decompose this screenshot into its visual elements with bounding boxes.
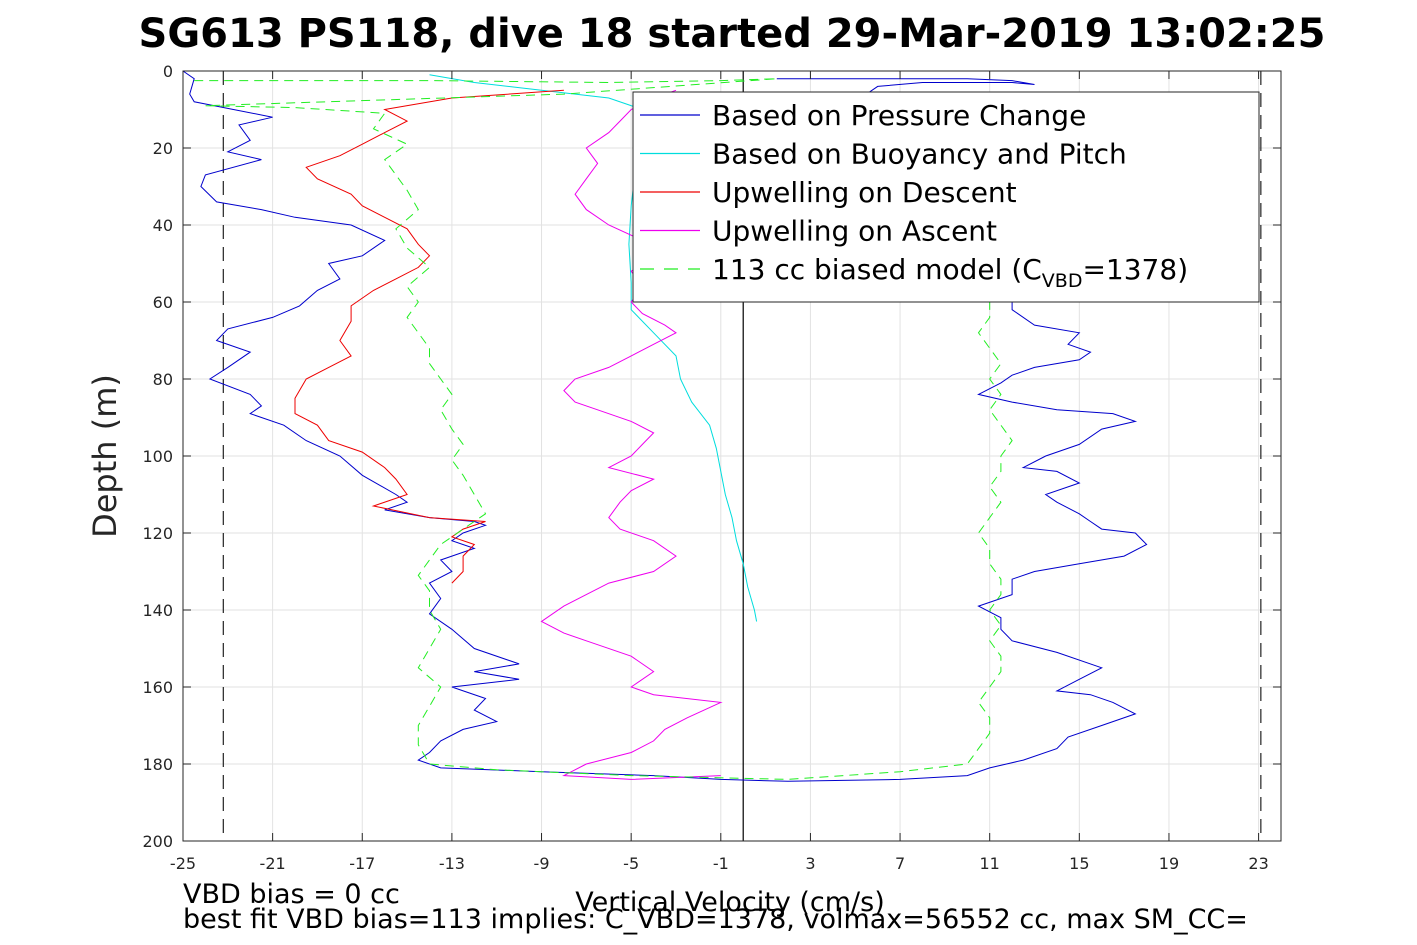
y-tick-label: 40 [153,216,173,235]
x-tick-label: -9 [534,854,550,873]
y-ticks: 0 20 40 60 80 100 120 140 160 180 200 [142,62,1281,851]
x-tick-label: 15 [1069,854,1089,873]
x-tick-label: -13 [439,854,465,873]
x-tick-label: -1 [713,854,729,873]
y-tick-label: 160 [142,678,173,697]
x-tick-label: -17 [349,854,375,873]
chart-title: SG613 PS118, dive 18 started 29-Mar-2019… [139,11,1326,57]
y-tick-label: 0 [163,62,173,81]
y-tick-label: 120 [142,524,173,543]
x-tick-label: 7 [895,854,905,873]
legend-label-2: Based on Buoyancy and Pitch [712,138,1127,171]
x-tick-label: 19 [1159,854,1179,873]
y-tick-label: 180 [142,755,173,774]
legend: Based on Pressure Change Based on Buoyanc… [632,91,1260,303]
footer-best-fit: best fit VBD bias=113 implies: C_VBD=137… [183,904,1248,935]
y-axis-label: Depth (m) [86,374,124,538]
series-line-4 [540,89,723,780]
legend-label-1: Based on Pressure Change [712,99,1086,132]
x-tick-label: 3 [805,854,815,873]
y-tick-label: 200 [142,832,173,851]
x-tick-label: 11 [980,854,1000,873]
y-tick-label: 100 [142,447,173,466]
x-tick-label: -5 [623,854,639,873]
y-tick-label: 80 [153,370,173,389]
series-line-3 [294,89,564,584]
legend-label-3: Upwelling on Descent [712,176,1017,209]
y-tick-label: 140 [142,601,173,620]
legend-label-4: Upwelling on Ascent [712,215,997,248]
series-line-5 [194,78,1013,780]
x-tick-label: -25 [170,854,196,873]
x-tick-label: 23 [1248,854,1268,873]
x-ticks: -25 -21 -17 -13 -9 -5 -1 3 7 11 15 19 23 [170,71,1269,873]
x-tick-label: -21 [260,854,286,873]
y-tick-label: 60 [153,293,173,312]
legend-box [632,91,1260,303]
x-axis-label: Vertical Velocity (cm/s) [575,887,885,918]
footer-vbd-bias: VBD bias = 0 cc [183,879,400,910]
legend-label-5: 113 cc biased model (CVBD=1378) [712,253,1188,292]
y-tick-label: 20 [153,139,173,158]
